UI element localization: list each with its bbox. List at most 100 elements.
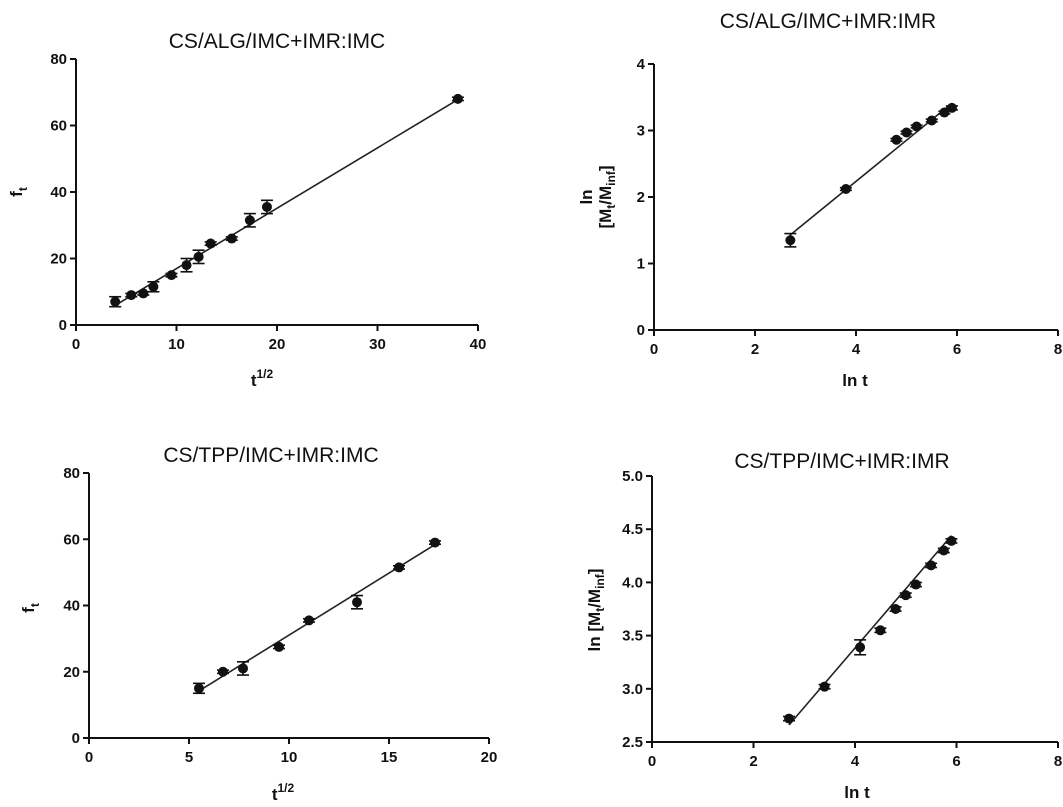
data-point bbox=[926, 560, 937, 571]
y-tick-label: 20 bbox=[63, 664, 80, 681]
x-tick-label: 30 bbox=[369, 336, 386, 353]
x-axis-label: t1/2 bbox=[272, 781, 295, 804]
fit-line bbox=[788, 535, 953, 726]
y-tick-label: 40 bbox=[63, 598, 80, 615]
chart-panel-1: CS/ALG/IMC+IMR:IMC t1/2 ft bbox=[7, 30, 385, 390]
x-axis-label: ln t bbox=[842, 371, 868, 390]
x-tick-label: 0 bbox=[650, 341, 658, 358]
y-tick-label: 60 bbox=[50, 118, 67, 135]
data-point bbox=[194, 683, 204, 694]
y-tick-label: 3.0 bbox=[622, 681, 643, 698]
data-point bbox=[785, 235, 796, 246]
data-point bbox=[900, 590, 911, 601]
chart-panel-4: CS/TPP/IMC+IMR:IMR ln t ln [Mt/Minf] bbox=[585, 450, 950, 802]
data-point bbox=[138, 288, 149, 299]
svg-text:ln: ln bbox=[577, 189, 596, 204]
data-point bbox=[166, 270, 177, 281]
x-axis-label: t1/2 bbox=[251, 367, 274, 390]
data-point bbox=[274, 641, 284, 652]
fit-line bbox=[789, 102, 953, 236]
data-point bbox=[126, 290, 137, 301]
data-point bbox=[430, 537, 440, 548]
data-point bbox=[946, 535, 957, 546]
x-tick-label: 10 bbox=[168, 336, 185, 353]
data-point bbox=[205, 238, 216, 249]
x-tick-label: 2 bbox=[751, 341, 759, 358]
x-tick-label: 6 bbox=[953, 341, 961, 358]
chart-title: CS/ALG/IMC+IMR:IMR bbox=[720, 10, 936, 33]
y-axis-label: ln [Mt/Minf] bbox=[585, 569, 607, 652]
data-point bbox=[304, 615, 314, 626]
data-point bbox=[938, 545, 949, 556]
y-tick-label: 40 bbox=[50, 184, 67, 201]
data-point bbox=[911, 121, 922, 132]
plot-area-3: 0 5 10 15 20 0 20 40 60 80 bbox=[63, 465, 497, 766]
y-tick-label: 2 bbox=[637, 189, 645, 206]
data-point bbox=[148, 281, 159, 292]
x-tick-label: 20 bbox=[481, 749, 498, 766]
data-point bbox=[226, 233, 237, 244]
data-point bbox=[819, 681, 830, 692]
y-tick-label: 4.5 bbox=[622, 521, 643, 538]
y-tick-label: 0 bbox=[637, 322, 645, 339]
data-point bbox=[181, 260, 192, 271]
data-point bbox=[926, 115, 937, 126]
y-axis-label: ln [Mt/Minf] bbox=[577, 165, 618, 228]
x-tick-label: 4 bbox=[852, 341, 861, 358]
plot-area-2: 0 2 4 6 8 0 1 2 3 4 bbox=[637, 56, 1063, 358]
y-tick-label: 20 bbox=[50, 251, 67, 268]
x-tick-label: 0 bbox=[85, 749, 93, 766]
y-tick-label: 3 bbox=[637, 123, 645, 140]
data-point bbox=[193, 251, 204, 262]
x-tick-label: 40 bbox=[470, 336, 487, 353]
data-point bbox=[875, 625, 886, 636]
x-tick-label: 2 bbox=[749, 753, 757, 770]
data-point bbox=[218, 666, 228, 677]
x-tick-label: 6 bbox=[952, 753, 960, 770]
y-tick-label: 80 bbox=[50, 51, 67, 68]
y-tick-label: 4.0 bbox=[622, 574, 643, 591]
chart-title: CS/TPP/IMC+IMR:IMR bbox=[734, 450, 949, 473]
plot-area-1: 0 10 20 30 40 0 20 40 60 80 bbox=[50, 51, 486, 353]
y-tick-label: 1 bbox=[637, 256, 645, 273]
data-point bbox=[110, 296, 121, 307]
data-point bbox=[394, 562, 404, 573]
y-tick-label: 4 bbox=[637, 56, 646, 73]
y-tick-label: 60 bbox=[63, 531, 80, 548]
data-point bbox=[352, 597, 362, 608]
x-tick-label: 0 bbox=[72, 336, 80, 353]
data-point bbox=[910, 579, 921, 590]
data-point bbox=[855, 642, 866, 653]
data-point bbox=[891, 134, 902, 145]
y-tick-label: 5.0 bbox=[622, 468, 643, 485]
x-tick-label: 10 bbox=[281, 749, 298, 766]
y-axis-label: ft bbox=[7, 187, 30, 197]
y-tick-label: 3.5 bbox=[622, 628, 643, 645]
chart-panel-2: CS/ALG/IMC+IMR:IMR ln t ln [Mt/Minf] bbox=[577, 10, 936, 390]
data-point bbox=[261, 201, 272, 212]
x-tick-label: 4 bbox=[851, 753, 860, 770]
data-point bbox=[238, 663, 248, 674]
x-tick-label: 15 bbox=[381, 749, 398, 766]
x-tick-label: 0 bbox=[648, 753, 656, 770]
x-axis-label: ln t bbox=[844, 783, 870, 802]
data-point bbox=[901, 127, 912, 138]
x-tick-label: 5 bbox=[185, 749, 193, 766]
y-tick-label: 0 bbox=[72, 730, 80, 747]
svg-text:[Mt/Minf]: [Mt/Minf] bbox=[596, 165, 618, 228]
data-point bbox=[890, 604, 901, 614]
data-point bbox=[244, 215, 255, 226]
x-tick-label: 8 bbox=[1054, 753, 1062, 770]
data-point bbox=[946, 102, 957, 113]
data-point bbox=[840, 184, 851, 195]
y-tick-label: 80 bbox=[63, 465, 80, 482]
y-tick-label: 2.5 bbox=[622, 734, 643, 751]
chart-title: CS/ALG/IMC+IMR:IMC bbox=[169, 30, 385, 53]
chart-panel-3: CS/TPP/IMC+IMR:IMC t1/2 ft bbox=[19, 444, 379, 804]
data-point bbox=[452, 93, 463, 104]
y-axis-label: ft bbox=[19, 603, 42, 613]
x-tick-label: 8 bbox=[1054, 341, 1062, 358]
x-tick-label: 20 bbox=[269, 336, 286, 353]
plot-area-4: 0 2 4 6 8 2.5 3.0 3.5 4.0 4.5 5.0 bbox=[622, 468, 1062, 770]
